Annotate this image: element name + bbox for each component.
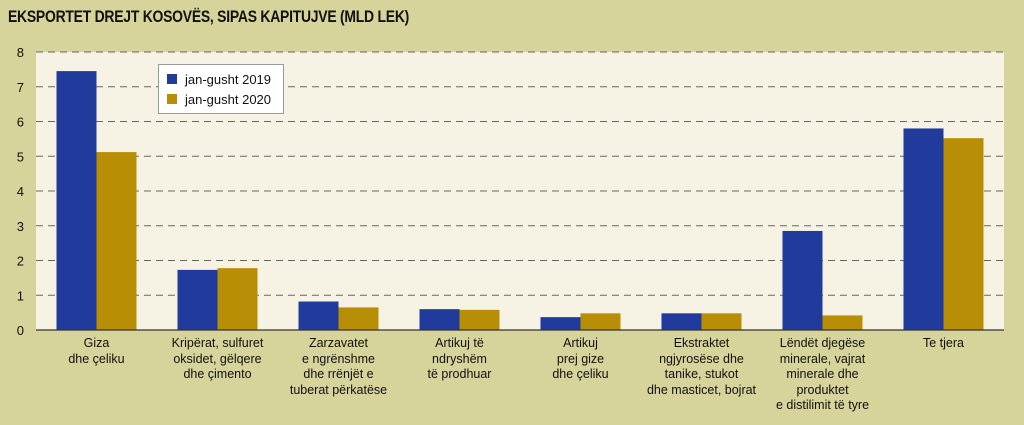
legend-swatch-2020 <box>167 94 177 104</box>
x-category-label-line: Giza <box>83 336 110 350</box>
y-tick-label: 4 <box>17 184 24 199</box>
bar-2019-5 <box>661 313 702 330</box>
x-category-label-line: e ngrënshme <box>302 351 375 366</box>
x-category-label-line: ndryshëm <box>432 351 487 366</box>
bar-2019-0 <box>56 71 97 331</box>
bar-2019-2 <box>298 301 339 330</box>
x-category-label: Kripërat, sulfuret oksidet, gëlqere dhe çi… <box>153 336 283 383</box>
y-tick-label: 6 <box>17 115 24 130</box>
x-category-label: Artikuj prej gize dhe çeliku <box>516 336 646 383</box>
bar-2020-1 <box>217 268 258 330</box>
x-category-label: Ekstraktet ngjyrosëse dhe tanike, stukot dh… <box>637 336 767 398</box>
x-category-label-line: dhe masticet, bojrat <box>646 382 757 397</box>
bar-2020-4 <box>580 313 621 330</box>
x-category-label: Artikuj të ndryshëm të prodhuar <box>395 336 525 383</box>
y-tick-label: 2 <box>17 254 24 269</box>
x-category-label-line: Artikuj të <box>435 336 484 350</box>
chart-title: EKSPORTET DREJT KOSOVËS, SIPAS KAPITUJVE… <box>8 7 410 26</box>
x-category-label-line: Zarzavatet <box>308 336 369 350</box>
bar-2020-2 <box>338 307 379 330</box>
x-category-label-line: tanike, stukot <box>664 367 739 381</box>
x-category-label-line: dhe çeliku <box>68 351 125 366</box>
y-tick-label: 0 <box>17 323 24 338</box>
x-category-label: Giza dhe çeliku <box>32 336 162 367</box>
bar-2020-0 <box>96 152 137 330</box>
x-category-label-line: dhe çimento <box>183 367 252 381</box>
bar-2020-7 <box>943 138 984 330</box>
legend-item-2020: jan-gusht 2020 <box>167 89 271 109</box>
x-category-label: Lëndët djegëse minerale, vajrat minerale d… <box>758 336 888 414</box>
x-category-label-line: ngjyrosëse dhe <box>659 351 744 366</box>
bar-2019-6 <box>782 230 823 330</box>
y-tick-labels: 0 1 2 3 4 5 6 7 8 <box>17 45 24 338</box>
y-tick-label: 8 <box>17 45 24 60</box>
legend-label-2019: jan-gusht 2019 <box>185 71 272 87</box>
x-category-label-line: Lëndët djegëse <box>779 336 866 350</box>
bar-2019-7 <box>903 128 944 330</box>
bar-2020-3 <box>459 309 500 330</box>
bars <box>56 71 984 331</box>
x-category-label: Te tjera <box>879 336 1009 352</box>
bar-2019-4 <box>540 317 581 330</box>
bar-2019-1 <box>177 269 218 330</box>
grid-lines <box>36 51 1004 296</box>
x-category-label-line: produktet <box>796 382 849 397</box>
x-category-label-line: tuberat përkatëse <box>289 382 388 397</box>
x-category-label-line: minerale dhe <box>786 367 859 381</box>
x-category-label-line: Kripërat, sulfuret <box>171 336 264 350</box>
x-category-label-line: e distilimit të tyre <box>775 398 870 412</box>
y-tick-label: 5 <box>17 149 24 164</box>
legend-item-2019: jan-gusht 2019 <box>167 69 271 89</box>
x-category-label-line: minerale, vajrat <box>779 351 866 366</box>
y-tick-label: 3 <box>17 219 24 234</box>
x-category-label-line: dhe rrënjët e <box>303 367 374 381</box>
x-category-label-line: dhe çeliku <box>552 367 609 381</box>
x-category-label-line: të prodhuar <box>427 367 492 381</box>
x-category-label-line: oksidet, gëlqere <box>173 351 262 366</box>
bar-2020-6 <box>822 315 863 330</box>
legend-label-2020: jan-gusht 2020 <box>185 91 272 107</box>
x-category-label-line: prej gize <box>556 351 605 366</box>
x-category-label-line: Artikuj <box>563 336 598 350</box>
legend: jan-gusht 2019 jan-gusht 2020 <box>158 64 285 114</box>
x-category-label-line: Ekstraktet <box>673 336 730 350</box>
legend-swatch-2019 <box>167 74 177 84</box>
x-category-label-line: Te tjera <box>923 336 964 350</box>
x-category-label: Zarzavatet e ngrënshme dhe rrënjët e tubera… <box>274 336 404 398</box>
bar-2019-3 <box>419 309 460 330</box>
bar-2020-5 <box>701 313 742 330</box>
y-tick-label: 7 <box>17 80 24 95</box>
y-tick-label: 1 <box>17 288 24 303</box>
